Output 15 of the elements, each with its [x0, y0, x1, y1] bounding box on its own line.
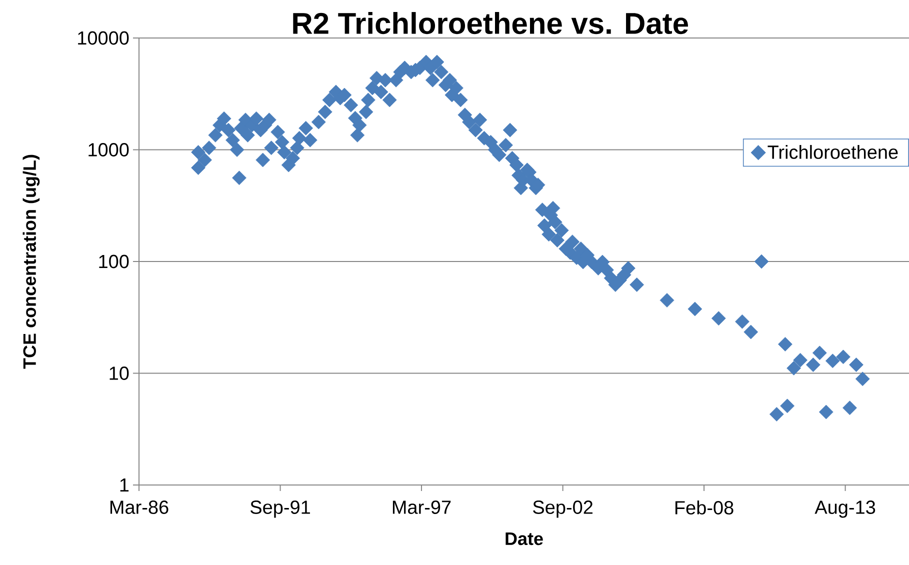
x-tick-label: Aug-13	[814, 500, 876, 518]
chart-title: R2 Trichloroethene vs. Date	[293, 12, 688, 34]
x-tick-label: Sep-91	[250, 500, 310, 518]
y-tick-label: 1	[120, 478, 129, 492]
x-axis-title: Date	[506, 532, 543, 546]
y-tick-label: 100	[99, 254, 129, 268]
x-tick-label: Feb-08	[675, 500, 734, 514]
y-tick-label: 1000	[88, 143, 129, 156]
y-tick-label: 10	[110, 366, 129, 380]
x-tick-label: Sep-02	[533, 500, 592, 518]
x-tick-label: Mar-86	[110, 500, 168, 514]
legend-label: Trichloroethene	[768, 144, 898, 159]
y-tick-label: 10000	[78, 31, 129, 45]
x-tick-label: Mar-97	[392, 500, 451, 514]
y-axis-title: TCE concentration (ug/L)	[22, 154, 40, 369]
